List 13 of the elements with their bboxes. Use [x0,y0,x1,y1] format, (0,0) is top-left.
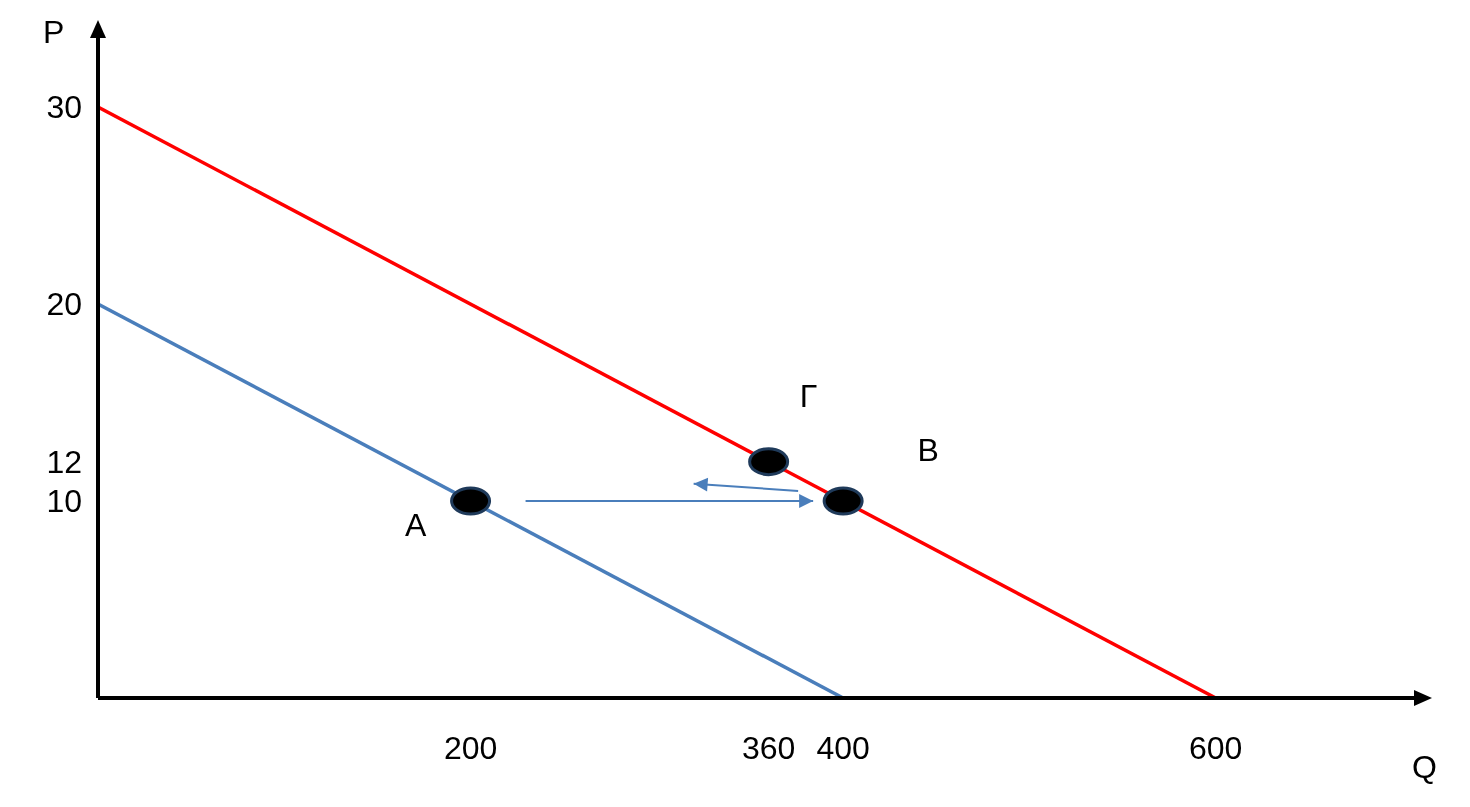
y-tick-label: 12 [46,444,82,480]
x-tick-label: 360 [741,729,796,766]
annotation: Γ [799,377,818,414]
y-tick-label: 20 [46,286,82,323]
y-tick-label: 10 [46,483,82,520]
x-axis-title: Q [1412,749,1437,785]
x-tick-label: 400 [816,729,870,766]
x-tick-label: 600 [1189,729,1243,766]
annotation: A [404,507,427,544]
y-axis-title: P [43,14,65,50]
x-tick-label: 200 [443,729,498,766]
annotation: B [917,432,939,469]
y-tick-label: 30 [46,89,82,126]
